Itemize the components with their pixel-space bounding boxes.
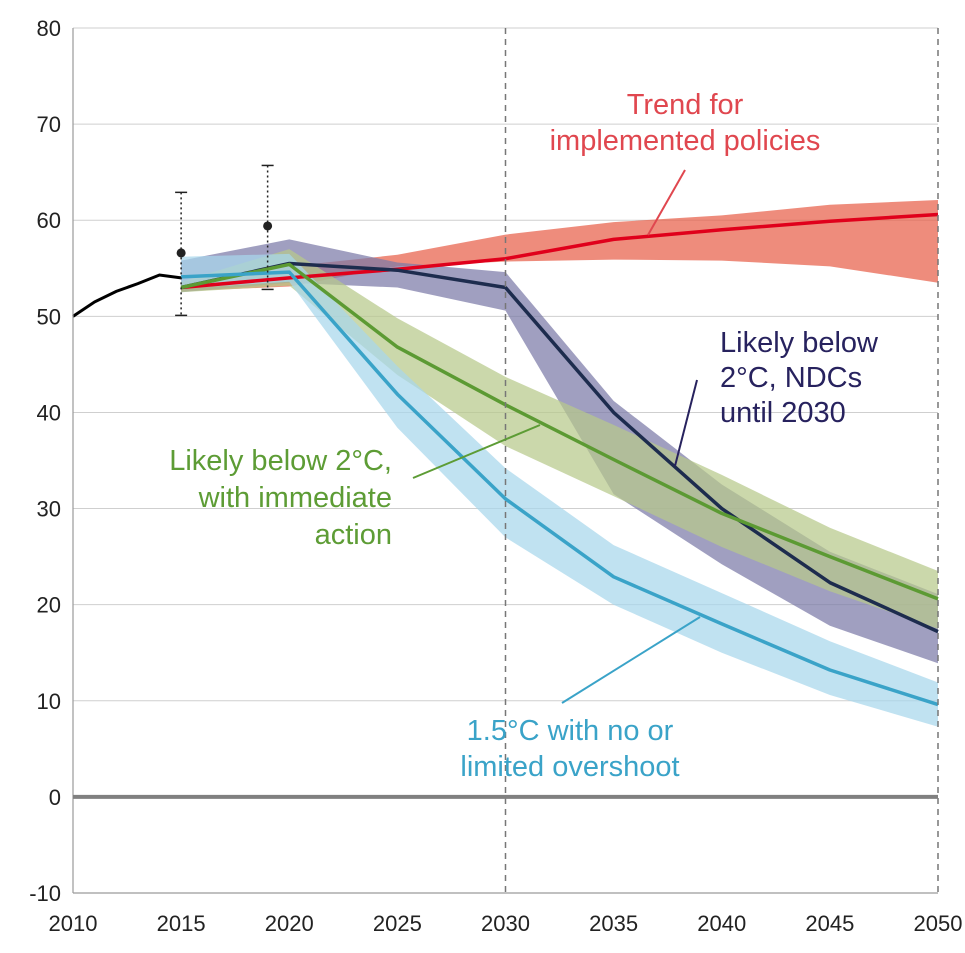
annotation-trend-for: Trend for implemented policies (550, 89, 821, 157)
x-tick-label: 2025 (373, 911, 422, 936)
band-likely-below-2-c-with-immediate-action (181, 249, 939, 629)
line-1-5-c-with-no-or-limited-overshoot (181, 270, 939, 707)
annotation-line: Likely below 2°C, (169, 445, 392, 477)
annotation-line: 2°C, NDCs (720, 362, 862, 394)
x-tick-label: 2020 (265, 911, 314, 936)
x-tick-label: 2010 (49, 911, 98, 936)
x-tick-label: 2045 (805, 911, 854, 936)
y-tick-label: 60 (37, 208, 61, 233)
y-tick-label: 0 (49, 785, 61, 810)
x-tick-label: 2030 (481, 911, 530, 936)
error-point-2015 (176, 248, 186, 258)
annotation-line: limited overshoot (460, 751, 679, 783)
error-point-2019 (263, 221, 273, 231)
y-tick-label: 40 (37, 400, 61, 425)
annotation-line: Trend for (627, 89, 744, 121)
annotation-likely-below-2-c: Likely below 2°C, with immediate action (169, 445, 392, 551)
y-tick-label: 50 (37, 304, 61, 329)
annotation-line: action (315, 519, 392, 551)
error-bars (175, 164, 274, 317)
axes (72, 28, 939, 894)
y-tick-label: 70 (37, 112, 61, 137)
y-tick-label: 20 (37, 593, 61, 618)
annotation-leader-line (561, 616, 701, 704)
annotation-line: Likely below (720, 327, 879, 359)
annotations: Trend for implemented policies Likely belo… (169, 89, 879, 783)
annotation-1-5-c-with-no-or: 1.5°C with no or limited overshoot (460, 715, 679, 783)
x-tick-label: 2050 (914, 911, 963, 936)
annotation-leader-line (647, 169, 686, 236)
band-1-5-c-with-no-or-limited-overshoot (181, 253, 939, 727)
y-tick-label: 10 (37, 689, 61, 714)
y-tick-label: 80 (37, 16, 61, 41)
y-tick-label: 30 (37, 497, 61, 522)
series-lines (72, 212, 939, 707)
annotation-leader-line (674, 379, 698, 467)
historical-emissions-line (72, 273, 182, 318)
annotation-line: implemented policies (550, 125, 821, 157)
annotation-likely-below: Likely below 2°C, NDCs until 2030 (720, 327, 879, 429)
y-tick-label: -10 (29, 881, 61, 906)
annotation-line: 1.5°C with no or (467, 715, 674, 747)
line-likely-below-2-c-ndcs-until-2030 (180, 261, 939, 634)
annotation-leader-line (412, 424, 541, 479)
line-likely-below-2-c-with-immediate-action (180, 262, 939, 601)
x-tick-label: 2040 (697, 911, 746, 936)
x-tick-label: 2015 (157, 911, 206, 936)
annotation-line: with immediate (198, 482, 392, 514)
x-tick-label: 2035 (589, 911, 638, 936)
annotation-line: until 2030 (720, 397, 846, 429)
